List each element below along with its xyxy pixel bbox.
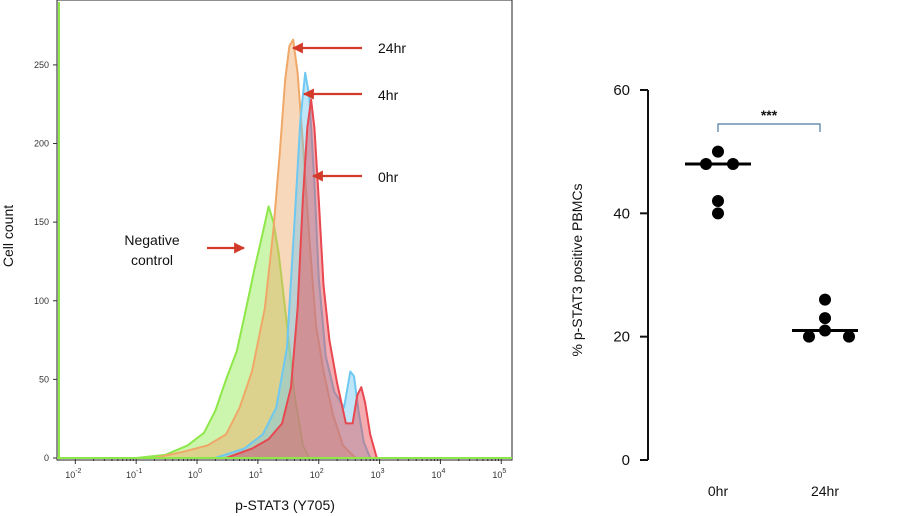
annotation-24hr: 24hr xyxy=(378,40,406,56)
histogram-x-tick-label: 100 xyxy=(188,468,202,480)
histogram-x-tick-label: 105 xyxy=(492,468,506,480)
histogram-series-0hr xyxy=(225,98,378,459)
dotplot-point-0hr xyxy=(712,207,724,220)
annotation-4hr: 4hr xyxy=(378,87,399,103)
histogram-frame xyxy=(56,0,513,461)
histogram-y-tick-label: 150 xyxy=(34,217,49,227)
histogram-y-ticks: 0 50 100 150 200 250 xyxy=(34,60,57,463)
histogram-series-4hr xyxy=(214,71,372,459)
dotplot-x-tick-label: 0hr xyxy=(708,483,729,499)
histogram-x-ticks: 10-2 10-1 100 101 102 103 104 105 xyxy=(65,458,506,480)
histogram-x-tick-label: 102 xyxy=(310,468,324,480)
dotplot-point-24hr xyxy=(819,312,831,325)
histogram-series-24hr xyxy=(153,38,357,459)
dotplot-point-24hr xyxy=(803,330,815,343)
dotplot-point-0hr xyxy=(712,195,724,207)
dotplot-x-ticks: 0hr 24hr xyxy=(708,483,839,499)
histogram-x-tick-label: 104 xyxy=(431,468,445,480)
histogram-x-axis-label: p-STAT3 (Y705) xyxy=(235,497,335,513)
significance-label: *** xyxy=(761,107,778,123)
dotplot-point-0hr xyxy=(712,145,724,158)
dotplot-panel: 0 20 40 60 0hr 24hr % p-STAT3 positive PBMCs… xyxy=(569,82,858,499)
dotplot-y-tick-label: 60 xyxy=(613,82,630,99)
dotplot-x-tick-label: 24hr xyxy=(811,483,839,499)
significance-bracket xyxy=(717,123,821,132)
histogram-y-tick-label: 50 xyxy=(39,374,49,384)
histogram-y-axis-label: Cell count xyxy=(0,205,16,267)
histogram-panel: 10-2 10-1 100 101 102 103 104 105 0 50 100 150 200 2… xyxy=(0,0,513,513)
dotplot-point-24hr xyxy=(819,293,831,306)
dotplot-medians xyxy=(685,162,858,332)
dotplot-y-ticks: 0 20 40 60 xyxy=(613,82,648,469)
dotplot-y-tick-label: 0 xyxy=(622,452,630,469)
histogram-y-tick-label: 200 xyxy=(34,139,49,149)
histogram-x-tick-label: 101 xyxy=(249,468,263,480)
histogram-x-tick-label: 103 xyxy=(371,468,385,480)
annotation-negative-control-line2: control xyxy=(131,252,173,268)
dotplot-y-tick-label: 20 xyxy=(613,329,630,346)
dotplot-point-24hr xyxy=(843,330,855,343)
histogram-y-tick-label: 250 xyxy=(34,60,49,70)
annotation-negative-control-line1: Negative xyxy=(124,232,179,248)
histogram-y-tick-label: 100 xyxy=(34,296,49,306)
dotplot-y-tick-label: 40 xyxy=(613,205,630,222)
histogram-areas xyxy=(135,38,378,459)
histogram-series-negative-control xyxy=(135,205,311,459)
annotation-0hr: 0hr xyxy=(378,169,399,185)
dotplot-points xyxy=(700,145,855,343)
histogram-x-tick-label: 10-2 xyxy=(65,468,81,480)
dotplot-y-axis-label: % p-STAT3 positive PBMCs xyxy=(569,184,585,357)
histogram-x-tick-label: 10-1 xyxy=(126,468,142,480)
histogram-y-tick-label: 0 xyxy=(44,453,49,463)
